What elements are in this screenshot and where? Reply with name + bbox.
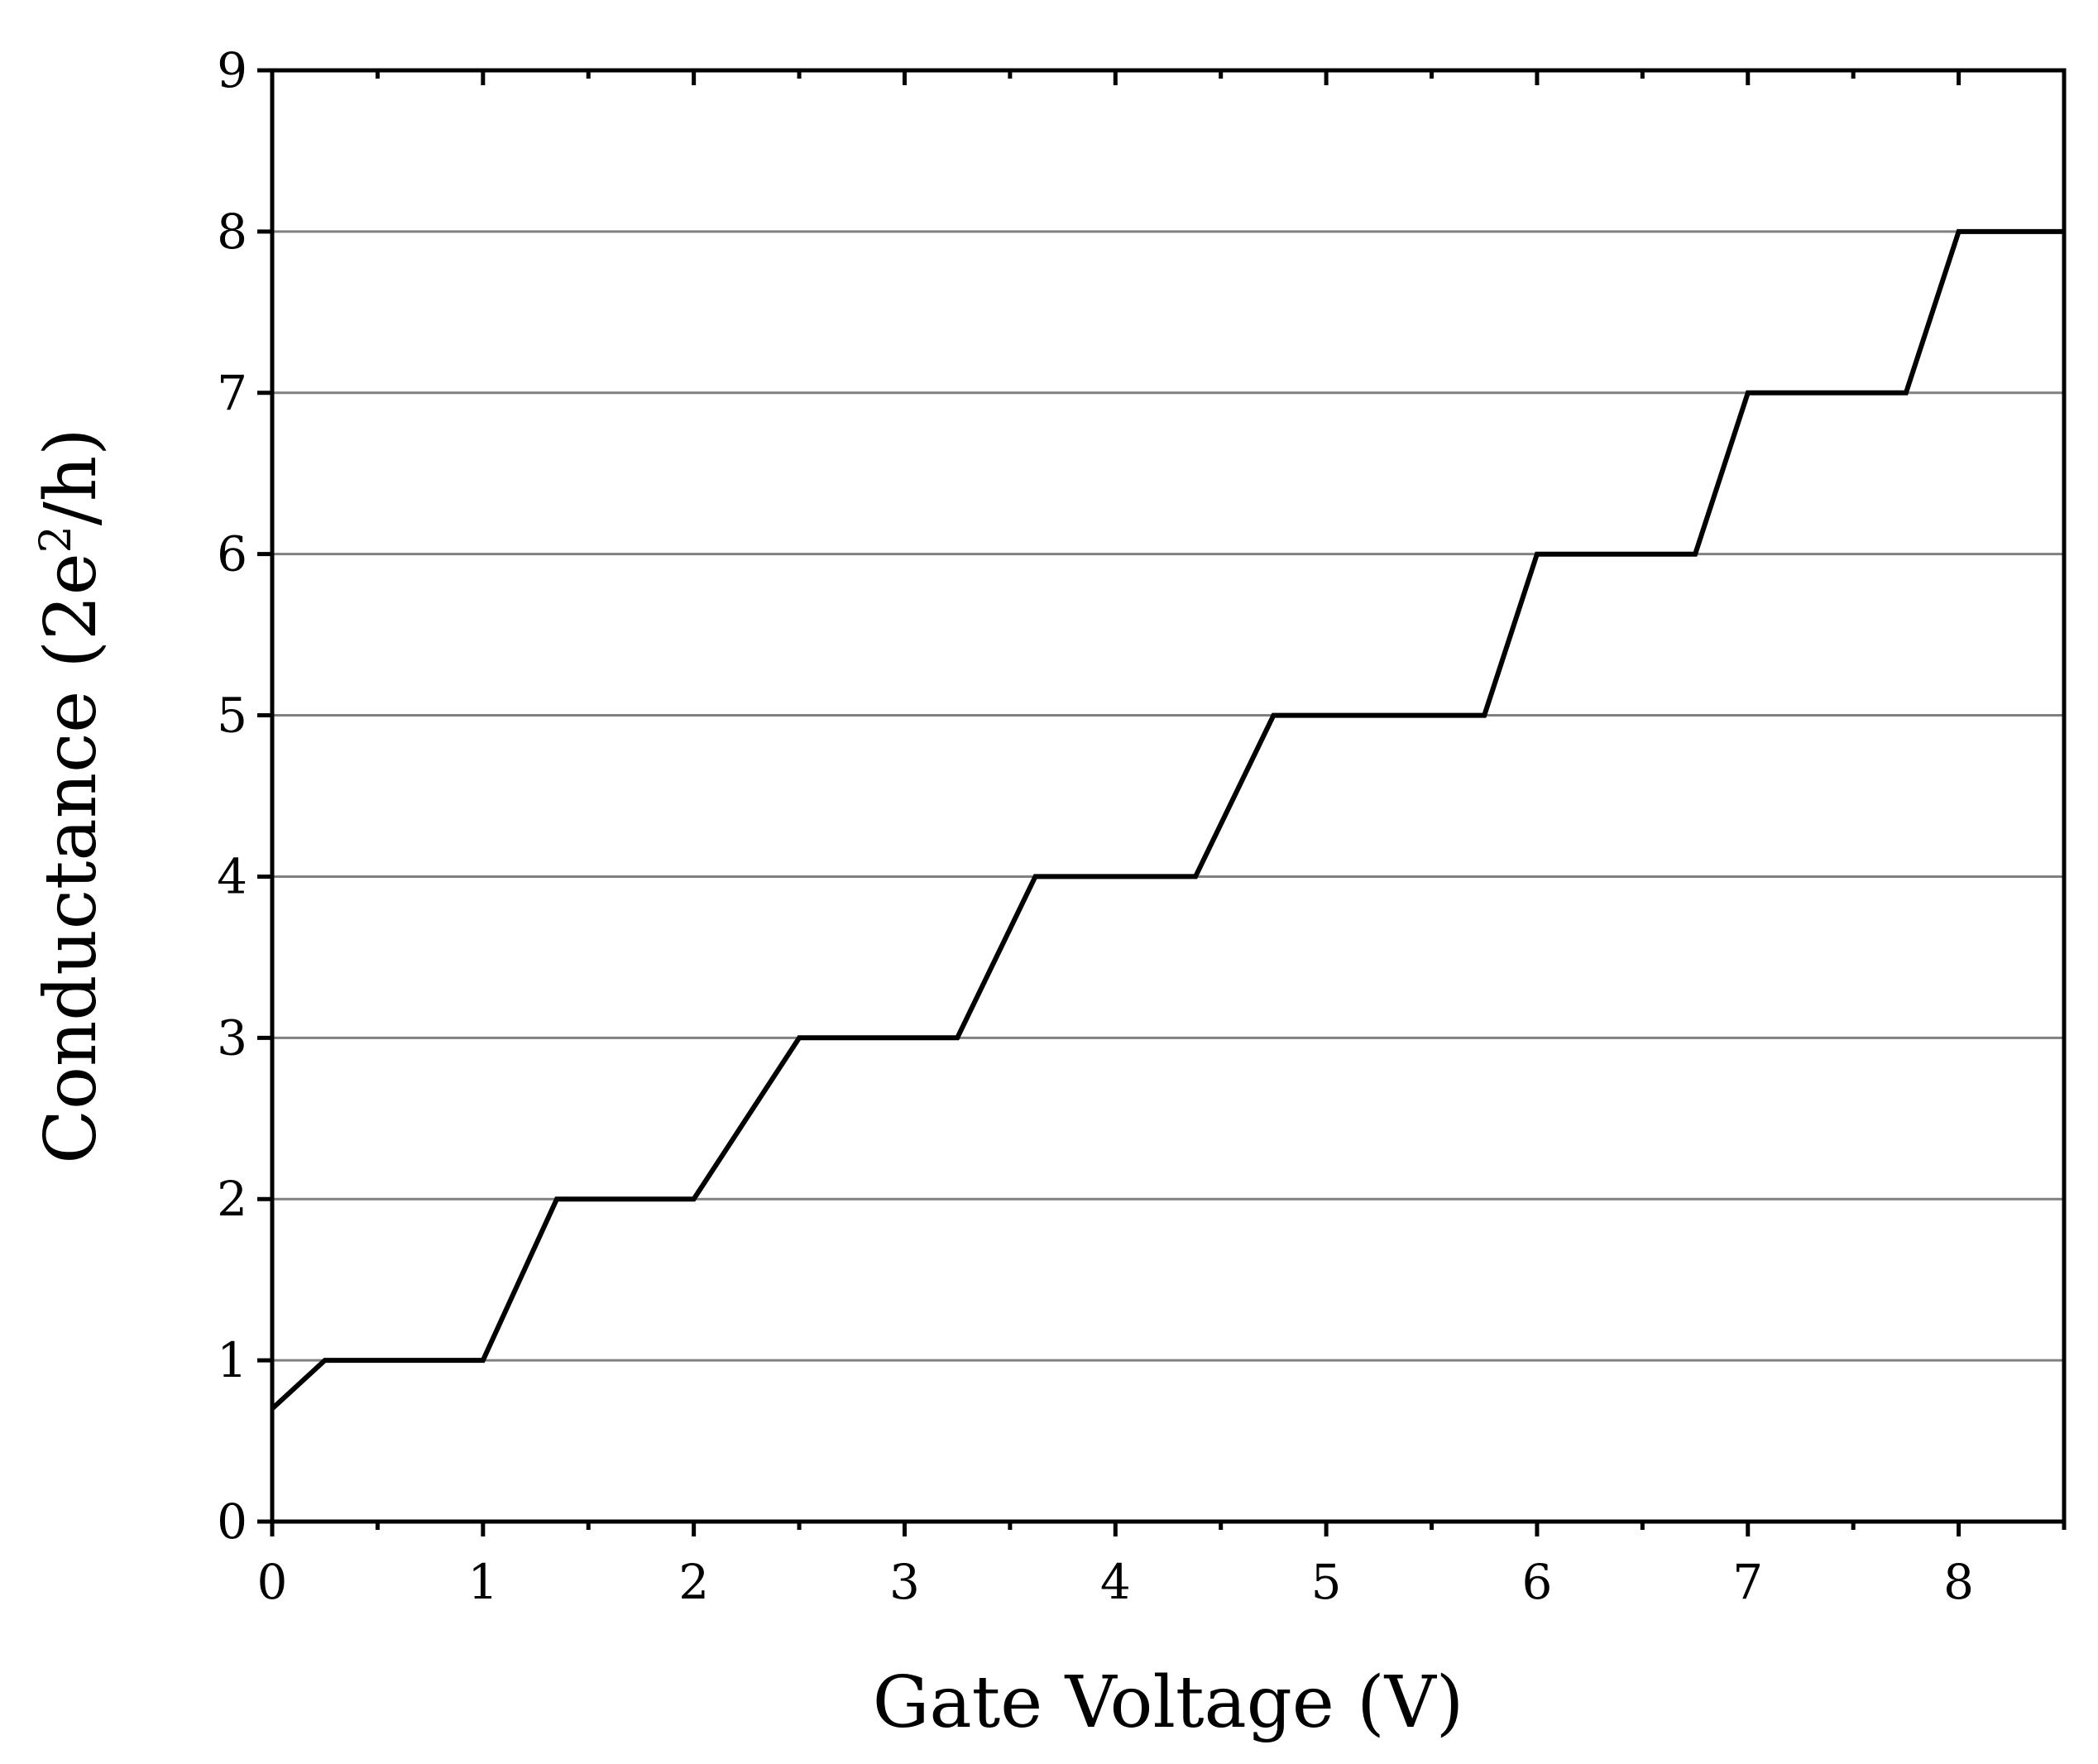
y-tick-label: 1: [217, 1332, 247, 1388]
x-tick-label: 4: [1100, 1554, 1131, 1610]
plot-frame: [270, 68, 2067, 1524]
x-tick-label: 6: [1521, 1554, 1552, 1610]
y-tick-label: 0: [217, 1493, 247, 1550]
y-tick-label: 8: [217, 204, 247, 260]
series-layer: [270, 228, 2064, 1411]
x-axis-title: Gate Voltage (V): [873, 1661, 1464, 1744]
x-tick-label: 8: [1943, 1554, 1974, 1610]
y-axis-title-suffix: /h): [30, 428, 113, 525]
y-tick-label: 5: [217, 688, 247, 744]
y-tick-label: 6: [217, 526, 247, 582]
x-tick-labels: 0 1 2 3 4 5 6 7 8: [257, 1554, 1974, 1610]
y-tick-labels: 0 1 2 3 4 5 6 7 8 9: [217, 42, 247, 1550]
x-tick-label: 5: [1311, 1554, 1342, 1610]
y-tick-label: 3: [217, 1009, 247, 1066]
x-tick-label: 1: [467, 1554, 498, 1610]
x-tick-label: 3: [889, 1554, 920, 1610]
tick-marks: [257, 68, 2067, 1536]
y-axis-title: Conductance (2e2/h): [30, 428, 113, 1163]
y-axis-title-superscript: 2: [31, 525, 81, 553]
x-tick-label: 2: [678, 1554, 709, 1610]
y-tick-label: 2: [217, 1171, 247, 1227]
y-tick-label: 9: [217, 42, 247, 98]
y-tick-label: 7: [217, 365, 247, 421]
x-tick-label: 0: [257, 1554, 288, 1610]
y-axis-title-prefix: Conductance (2e: [30, 553, 113, 1163]
x-tick-label: 7: [1732, 1554, 1763, 1610]
y-tick-label: 4: [217, 848, 247, 904]
series-line-0: [270, 228, 2064, 1411]
